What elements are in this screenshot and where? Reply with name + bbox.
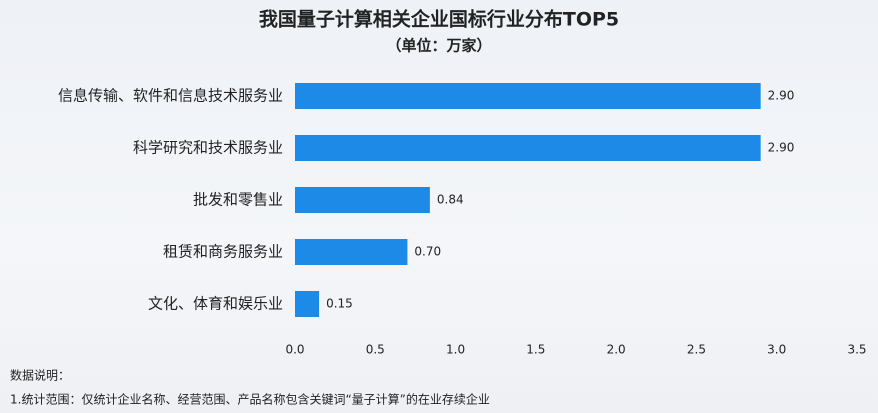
y-tick-label: 批发和零售业 bbox=[193, 191, 283, 209]
value-label: 0.84 bbox=[437, 193, 464, 207]
note: 1.统计范围：仅统计企业名称、经营范围、产品名称包含关键词“量子计算”的在业存续… bbox=[10, 392, 490, 407]
value-label: 2.90 bbox=[768, 89, 795, 103]
y-tick-label: 租赁和商务服务业 bbox=[163, 243, 283, 261]
bar bbox=[295, 83, 761, 109]
y-tick-label: 信息传输、软件和信息技术服务业 bbox=[58, 87, 283, 105]
chart-title: 我国量子计算相关企业国标行业分布TOP5 bbox=[259, 8, 619, 31]
x-tick-label: 1.0 bbox=[446, 343, 465, 357]
chart-subtitle: （单位：万家） bbox=[386, 37, 491, 55]
note: 数据说明： bbox=[10, 368, 70, 383]
x-tick-label: 3.0 bbox=[767, 343, 786, 357]
bar bbox=[295, 187, 430, 213]
x-tick-label: 0.0 bbox=[285, 343, 304, 357]
bar bbox=[295, 239, 408, 265]
value-label: 0.70 bbox=[414, 245, 441, 259]
x-tick-label: 0.5 bbox=[366, 343, 385, 357]
bar bbox=[295, 291, 320, 317]
y-tick-label: 文化、体育和娱乐业 bbox=[148, 295, 283, 313]
bar bbox=[295, 135, 761, 161]
value-label: 0.15 bbox=[326, 297, 353, 311]
x-tick-label: 3.5 bbox=[847, 343, 866, 357]
y-tick-label: 科学研究和技术服务业 bbox=[133, 139, 283, 157]
x-tick-label: 2.5 bbox=[687, 343, 706, 357]
x-tick-label: 2.0 bbox=[607, 343, 626, 357]
value-label: 2.90 bbox=[768, 141, 795, 155]
x-tick-label: 1.5 bbox=[526, 343, 545, 357]
